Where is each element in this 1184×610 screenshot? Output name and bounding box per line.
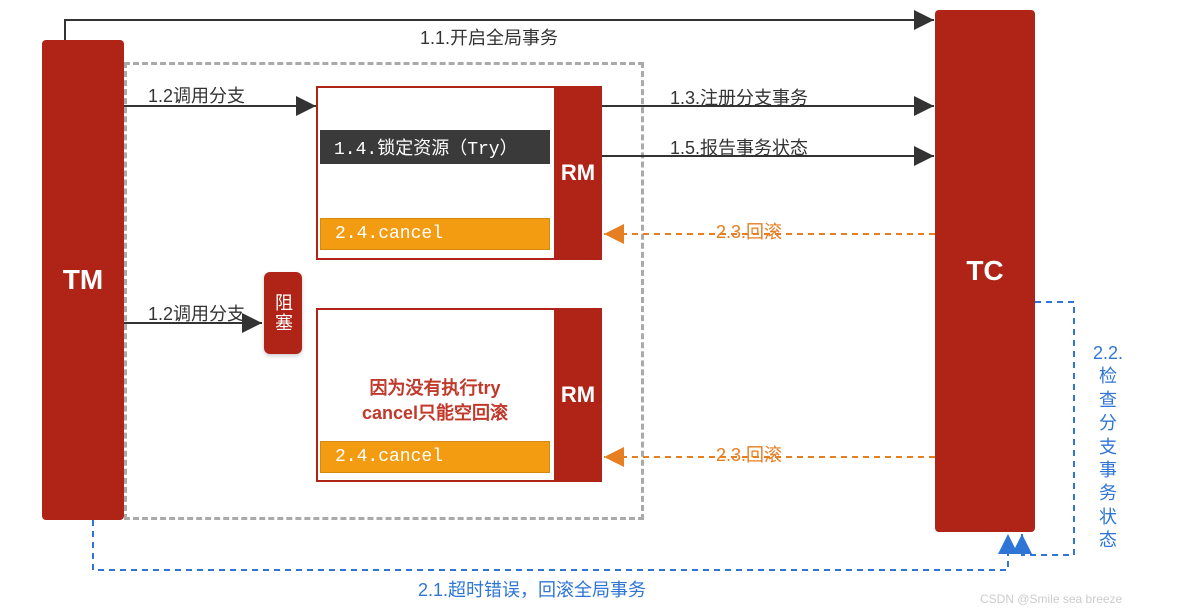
- label-2-2-5: 支: [1099, 437, 1117, 457]
- rm1-cancel-bar: 2.4.cancel: [320, 218, 550, 250]
- label-1-2a: 1.2调用分支: [148, 82, 245, 108]
- tm-node: TM: [42, 40, 124, 520]
- label-2-2-8: 状: [1099, 507, 1117, 527]
- rm1-try-label: 1.4.锁定资源（Try）: [334, 134, 518, 160]
- label-2-1: 2.1.超时错误，回滚全局事务: [418, 576, 646, 602]
- tc-node: TC: [935, 10, 1035, 532]
- watermark: CSDN @Smile sea breeze: [980, 592, 1122, 606]
- label-2-3a: 2.3.回滚: [716, 218, 782, 244]
- tc-label: TC: [966, 255, 1003, 287]
- label-2-3b: 2.3.回滚: [716, 441, 782, 467]
- rm1-cancel-label: 2.4.cancel: [335, 224, 443, 244]
- arrow-2-1: [93, 520, 1008, 570]
- rm2-tag: RM: [554, 308, 602, 482]
- label-1-5: 1.5.报告事务状态: [670, 134, 808, 160]
- rm2-note-line1: 因为没有执行try: [369, 378, 500, 398]
- rm1-try-bar: 1.4.锁定资源（Try）: [320, 130, 550, 164]
- rm1-tag: RM: [554, 86, 602, 260]
- rm2-note: 因为没有执行try cancel只能空回滚: [326, 376, 544, 426]
- label-1-2b: 1.2调用分支: [148, 300, 245, 326]
- label-2-2-4: 分: [1099, 413, 1117, 433]
- label-1-1: 1.1.开启全局事务: [420, 24, 558, 50]
- rm1-tag-label: RM: [561, 160, 595, 186]
- label-2-2-6: 事: [1099, 460, 1117, 480]
- label-2-2-7: 务: [1099, 483, 1117, 503]
- label-2-2-2: 检: [1099, 366, 1117, 386]
- rm2-note-line2: cancel只能空回滚: [362, 403, 508, 423]
- block-pill: 阻塞: [264, 272, 302, 354]
- rm2-cancel-label: 2.4.cancel: [335, 447, 443, 467]
- label-2-2: 2.2. 检 查 分 支 事 务 状 态: [1080, 342, 1136, 553]
- block-pill-label: 阻塞: [270, 293, 296, 333]
- rm2-cancel-bar: 2.4.cancel: [320, 441, 550, 473]
- label-2-2-3: 查: [1099, 390, 1117, 410]
- rm2-tag-label: RM: [561, 382, 595, 408]
- tm-label: TM: [63, 264, 103, 296]
- label-1-3: 1.3.注册分支事务: [670, 84, 808, 110]
- label-2-2-9: 态: [1099, 530, 1117, 550]
- label-2-2-1: 2.2.: [1093, 343, 1123, 363]
